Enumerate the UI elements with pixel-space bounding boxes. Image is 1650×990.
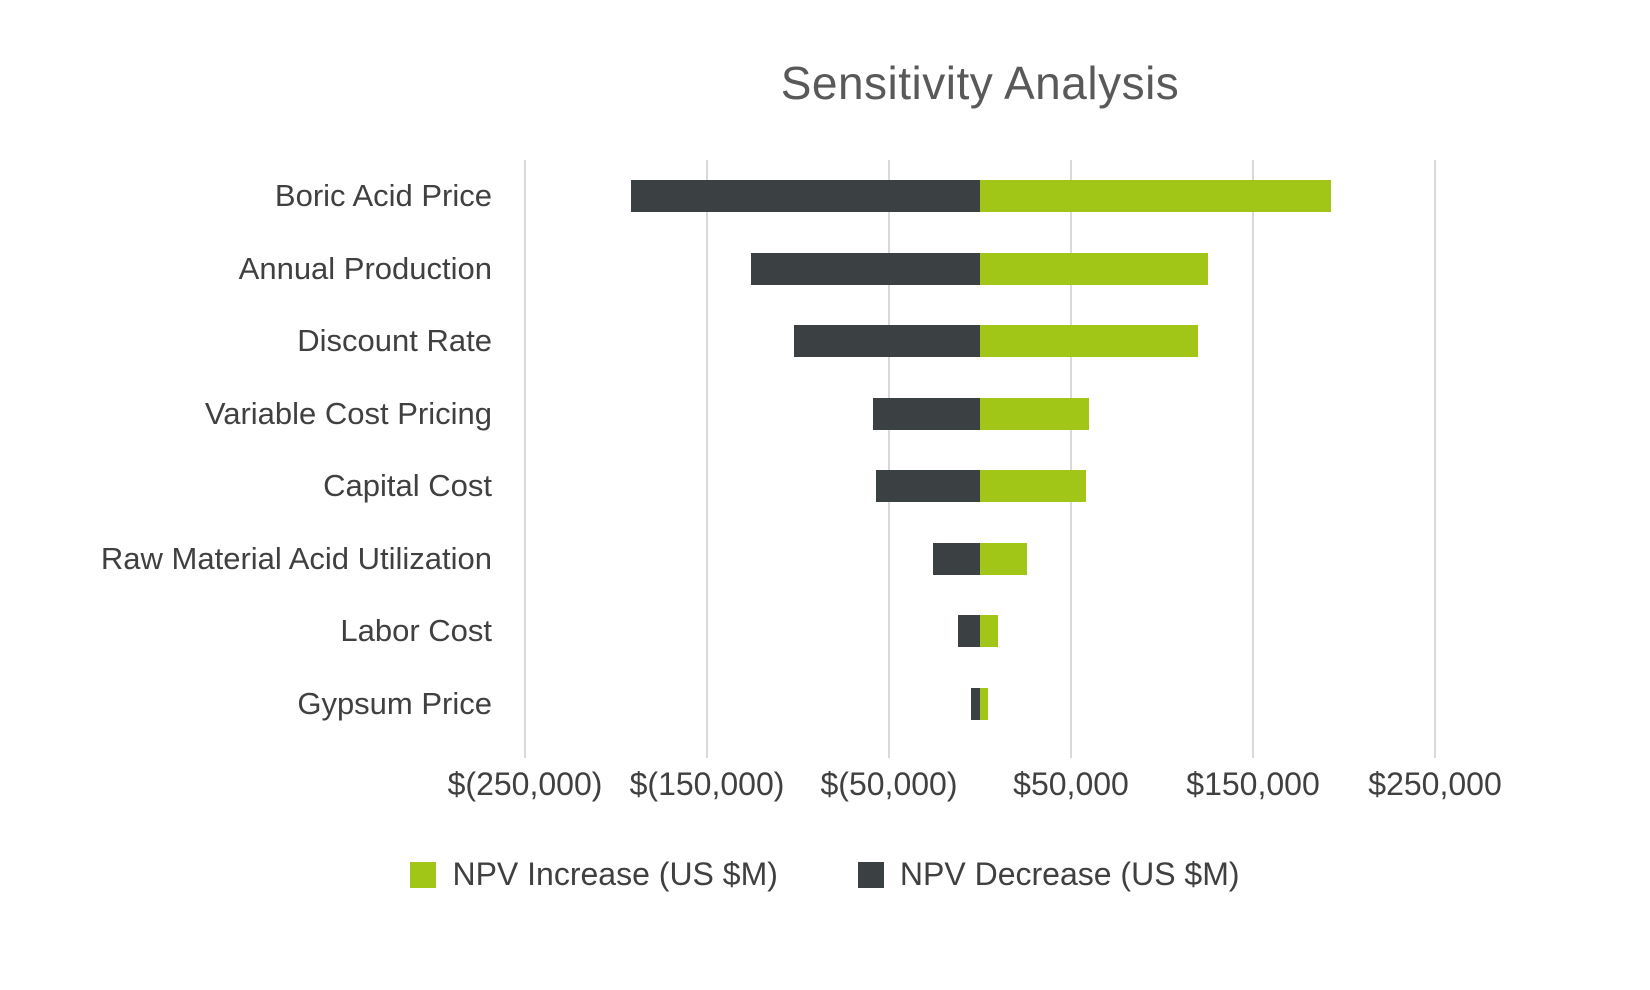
x-tick-label: $(50,000) (820, 766, 958, 802)
legend-swatch-increase (410, 861, 437, 888)
category-label: Discount Rate (297, 323, 492, 359)
x-tick-label: $(150,000) (629, 766, 785, 802)
gridline (888, 160, 890, 758)
category-label: Boric Acid Price (274, 178, 492, 214)
x-tick-label: $(250,000) (447, 766, 603, 802)
legend: NPV Increase (US $M) NPV Decrease (US $M) (0, 856, 1650, 893)
legend-item-decrease: NPV Decrease (US $M) (857, 856, 1240, 893)
bar-npv-increase (980, 687, 989, 720)
legend-swatch-decrease (857, 861, 884, 888)
gridline (1070, 160, 1072, 758)
plot-area (524, 160, 1436, 758)
gridline (1252, 160, 1254, 758)
x-axis: $(250,000) $(150,000) $(50,000) $50,000 $150… (448, 766, 1502, 810)
category-label: Variable Cost Pricing (204, 395, 492, 431)
bar-npv-decrease (958, 615, 980, 648)
bar-npv-decrease (970, 687, 980, 720)
bar-npv-decrease (876, 470, 980, 503)
bar-npv-decrease (932, 542, 980, 575)
bar-npv-increase (980, 615, 999, 648)
category-label: Labor Cost (340, 613, 492, 649)
bar-npv-increase (980, 542, 1028, 575)
x-tick-label: $250,000 (1368, 766, 1502, 802)
category-axis: Boric Acid Price Annual Production Discoun… (0, 160, 492, 740)
chart-title: Sensitivity Analysis (780, 57, 1180, 109)
category-label: Raw Material Acid Utilization (100, 540, 492, 576)
bar-npv-decrease (630, 180, 980, 213)
x-tick-label: $50,000 (1013, 766, 1129, 802)
gridline (706, 160, 708, 758)
category-label: Annual Production (238, 250, 492, 286)
gridline (1434, 160, 1436, 758)
bar-npv-increase (980, 397, 1090, 430)
bar-npv-decrease (794, 325, 980, 358)
gridline (524, 160, 526, 758)
bar-npv-decrease (750, 252, 980, 285)
bar-npv-increase (980, 252, 1208, 285)
bar-npv-increase (980, 180, 1332, 213)
category-label: Gypsum Price (297, 685, 492, 721)
bar-npv-decrease (872, 397, 980, 430)
category-label: Capital Cost (323, 468, 492, 504)
legend-label-increase: NPV Increase (US $M) (452, 856, 778, 892)
legend-item-increase: NPV Increase (US $M) (410, 856, 778, 893)
bar-npv-increase (980, 470, 1086, 503)
legend-label-decrease: NPV Decrease (US $M) (899, 856, 1240, 892)
bar-npv-increase (980, 325, 1199, 358)
x-tick-label: $150,000 (1186, 766, 1320, 802)
